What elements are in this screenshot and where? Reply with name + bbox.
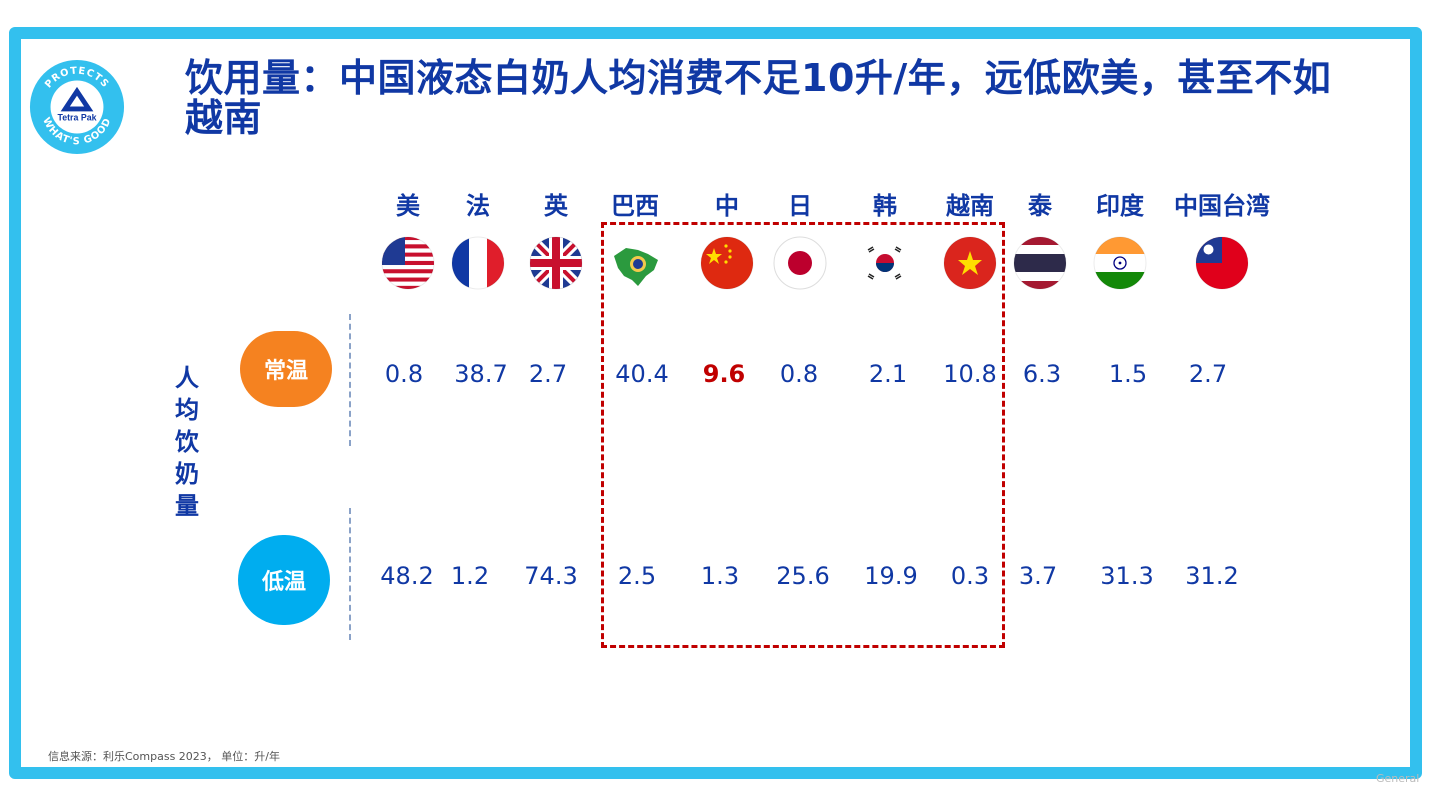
chilled-value: 1.3 (700, 562, 740, 590)
country-label: 泰 (1028, 192, 1052, 220)
row-divider (349, 314, 351, 446)
row-divider (349, 508, 351, 640)
chilled-value: 31.3 (1100, 562, 1154, 590)
chilled-value: 3.7 (1018, 562, 1058, 590)
source-note: 信息来源：利乐Compass 2023， 单位：升/年 (48, 750, 281, 763)
china-flag-icon (700, 236, 754, 290)
ambient-value: 10.8 (943, 360, 997, 388)
ambient-value: 2.7 (1188, 360, 1228, 388)
brazil-flag-icon (608, 236, 662, 290)
ambient-value: 0.8 (384, 360, 424, 388)
chilled-value: 25.6 (776, 562, 830, 590)
country-label: 中国台湾 (1174, 192, 1270, 220)
japan-flag-icon (773, 236, 827, 290)
highlight-box (601, 222, 1005, 648)
chilled-row-label: 低温 (238, 535, 330, 625)
country-label: 巴西 (611, 192, 659, 220)
chilled-value: 19.9 (864, 562, 918, 590)
ambient-value: 1.5 (1108, 360, 1148, 388)
country-label: 法 (466, 192, 490, 220)
taiwan-flag-icon (1195, 236, 1249, 290)
country-label: 日 (788, 192, 812, 220)
uk-flag-icon (529, 236, 583, 290)
ambient-value: 6.3 (1022, 360, 1062, 388)
tetra-pak-logo: PROTECTS WHAT'S GOOD Tetra Pak (29, 59, 125, 155)
country-label: 越南 (946, 192, 994, 220)
classification-tag: General (1376, 772, 1420, 785)
vietnam-flag-icon (943, 236, 997, 290)
ambient-value: 0.8 (779, 360, 819, 388)
country-label: 韩 (873, 192, 897, 220)
country-label: 印度 (1096, 192, 1144, 220)
svg-text:Tetra Pak: Tetra Pak (57, 113, 96, 123)
us-flag-icon (381, 236, 435, 290)
y-axis-label: 人均饮奶量 (175, 364, 199, 520)
chilled-value: 2.5 (617, 562, 657, 590)
ambient-value: 9.6 (702, 360, 746, 388)
country-label: 美 (396, 192, 420, 220)
india-flag-icon (1093, 236, 1147, 290)
country-label: 英 (544, 192, 568, 220)
chilled-value: 1.2 (450, 562, 490, 590)
ambient-value: 2.7 (528, 360, 568, 388)
page-title: 饮用量：中国液态白奶人均消费不足10升/年，远低欧美，甚至不如越南 (185, 56, 1332, 140)
chilled-value: 74.3 (524, 562, 578, 590)
chilled-value: 31.2 (1185, 562, 1239, 590)
ambient-value: 2.1 (868, 360, 908, 388)
france-flag-icon (451, 236, 505, 290)
thailand-flag-icon (1013, 236, 1067, 290)
ambient-row-label: 常温 (240, 331, 332, 407)
korea-flag-icon (858, 236, 912, 290)
ambient-value: 38.7 (454, 360, 508, 388)
country-label: 中 (715, 192, 739, 220)
chilled-value: 0.3 (950, 562, 990, 590)
ambient-value: 40.4 (615, 360, 669, 388)
slide-frame (9, 27, 1422, 779)
chilled-value: 48.2 (380, 562, 434, 590)
